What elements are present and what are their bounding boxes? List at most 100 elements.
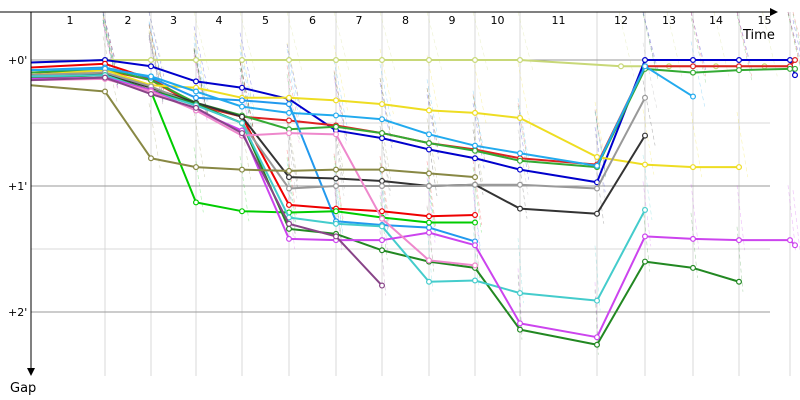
series-marker [516, 157, 523, 164]
series-marker [516, 320, 523, 327]
lap-connector [286, 183, 296, 249]
series-marker [379, 116, 386, 123]
series-marker [641, 161, 648, 168]
lap-connector [286, 149, 297, 215]
lap-label: 4 [216, 14, 223, 27]
y-tick-label: +0' [8, 54, 27, 67]
lap-label: 5 [262, 14, 269, 27]
lap-label: 3 [170, 14, 177, 27]
lap-connector [148, 103, 161, 169]
lap-connector [594, 282, 599, 348]
lap-connector [426, 167, 436, 233]
lap-connector [333, 178, 343, 244]
lap-connector [517, 103, 530, 169]
series-marker [286, 201, 293, 208]
series-marker [333, 56, 340, 63]
series-line [30, 65, 694, 167]
series-marker [239, 166, 246, 173]
lap-connector [618, 11, 635, 77]
x-axis-arrow [770, 8, 778, 16]
series-marker [516, 326, 523, 333]
series-marker [333, 175, 340, 182]
series-marker [786, 56, 793, 63]
series-marker [689, 63, 696, 70]
lap-connector [517, 274, 523, 340]
series-marker [148, 155, 155, 162]
lap-connector [787, 11, 800, 66]
lap-connector [787, 185, 797, 251]
series-marker [286, 94, 293, 101]
series-marker [472, 219, 479, 226]
lap-connector [102, 11, 119, 74]
series-marker [426, 257, 433, 264]
tick-labels: 1 2 3 4 5 6 7 8 9 10 11 12 13 14 15+0'+1'+2' [8, 14, 772, 319]
series-marker [516, 290, 523, 297]
series-marker [641, 63, 648, 70]
lap-connector [690, 11, 707, 77]
series-marker [426, 146, 433, 153]
series-marker [426, 131, 433, 138]
lap-connector [792, 11, 800, 41]
series-marker [426, 56, 433, 63]
lap-connector [379, 195, 388, 261]
lap-connector [379, 163, 389, 229]
series-marker [791, 56, 798, 63]
series-marker [148, 63, 155, 70]
lap-connector [379, 130, 391, 197]
lap-label: 8 [402, 14, 409, 27]
lap-connector [736, 112, 749, 178]
lap-connector [472, 122, 484, 188]
series-marker [641, 132, 648, 139]
series-line [30, 76, 796, 339]
lap-label: 15 [758, 14, 772, 27]
series-marker [689, 56, 696, 63]
series-marker [791, 65, 798, 72]
series-marker [689, 235, 696, 242]
series-marker [286, 117, 293, 124]
series-marker [239, 84, 246, 91]
series-marker [426, 170, 433, 177]
lap-label: 9 [449, 14, 456, 27]
series-marker [641, 206, 648, 213]
lap-connector [666, 11, 683, 77]
series-marker [239, 97, 246, 104]
series-marker [148, 73, 155, 80]
series-marker [333, 123, 340, 130]
series-marker [593, 334, 600, 341]
series-marker [333, 183, 340, 190]
series-marker [426, 229, 433, 236]
lap-connector [642, 181, 652, 247]
lap-connector [517, 129, 529, 195]
series-marker [333, 166, 340, 173]
lap-connector [517, 98, 530, 164]
series-marker [516, 114, 523, 121]
lap-label: 7 [356, 14, 363, 27]
series-marker [593, 297, 600, 304]
lap-connector [517, 238, 524, 304]
series-marker [516, 166, 523, 173]
lap-connector [594, 112, 607, 178]
series-marker [426, 107, 433, 114]
lap-connector [594, 245, 601, 311]
lap-connector [333, 130, 345, 197]
series-line [30, 69, 739, 169]
series-marker [148, 56, 155, 63]
lap-connector [594, 101, 607, 168]
series-marker [379, 183, 386, 190]
lap-connector [286, 133, 298, 199]
series-marker [426, 278, 433, 285]
lap-connector [642, 206, 651, 272]
series-marker [193, 164, 200, 171]
series-marker [735, 56, 742, 63]
series-marker [101, 74, 108, 81]
series-marker [472, 56, 479, 63]
series-line [30, 72, 646, 215]
lap-connector [690, 212, 698, 278]
series-marker [333, 208, 340, 215]
lap-connector [642, 11, 659, 77]
series-marker [379, 56, 386, 63]
lap-connector [787, 11, 800, 66]
x-axis-title: Time [742, 28, 775, 43]
series-marker [333, 112, 340, 119]
series-marker [593, 210, 600, 217]
